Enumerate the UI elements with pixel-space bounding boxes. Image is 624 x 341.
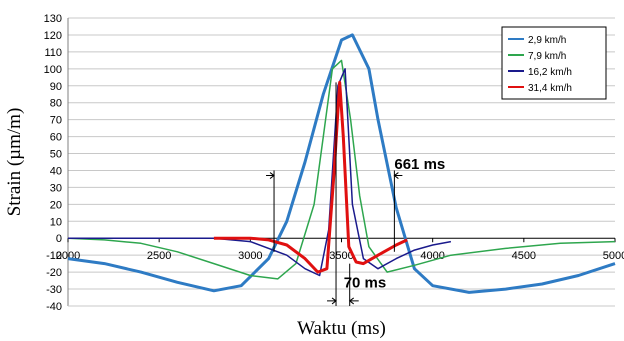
legend-entry: 16,2 km/h (528, 67, 572, 78)
y-tick-label: 50 (50, 149, 62, 161)
legend-entry: 2,9 km/h (528, 35, 566, 46)
y-axis-title: Strain (µm/m) (4, 108, 25, 217)
x-tick-label: 3500 (329, 250, 353, 262)
x-axis-title: Waktu (ms) (297, 318, 386, 339)
y-tick-label: 40 (50, 165, 62, 177)
annotations: 661 ms 70 ms (266, 82, 445, 306)
y-tick-label: 100 (44, 64, 62, 76)
legend-entry: 31,4 km/h (528, 83, 572, 94)
y-tick-label: 60 (50, 132, 62, 144)
y-tick-label: -40 (46, 301, 62, 313)
x-tick-label: 2500 (147, 250, 171, 262)
y-tick-label: -30 (46, 284, 62, 296)
annotation-arrow (327, 297, 337, 305)
y-tick-label: -10 (46, 250, 62, 262)
series-lines (67, 33, 616, 294)
legend: 2,9 km/h 7,9 km/h 16,2 km/h 31,4 km/h (501, 26, 607, 100)
gridlines (67, 17, 616, 307)
x-tick-label: 3000 (238, 250, 262, 262)
x-tick-label: 4500 (512, 250, 536, 262)
y-tick-label: 80 (50, 98, 62, 110)
y-tick-label: 130 (44, 13, 62, 25)
series-line-1 (67, 33, 616, 294)
x-tick-label: 5000 (603, 250, 624, 262)
annotation-label: 70 ms (344, 274, 387, 291)
y-tick-label: 30 (50, 182, 62, 194)
y-tick-label: 20 (50, 199, 62, 211)
y-tick-label: 120 (44, 30, 62, 42)
legend-entry: 7,9 km/h (528, 51, 566, 62)
y-tick-label: 70 (50, 115, 62, 127)
annotation-arrow (266, 172, 275, 179)
series-line-4 (213, 80, 408, 274)
annotation-arrow (348, 297, 359, 305)
series-line-2 (67, 59, 616, 280)
tick-labels: 1301201101009080706050403020100-10-20-30… (44, 13, 624, 313)
annotation-arrow (393, 172, 403, 179)
series-line-3 (68, 68, 452, 277)
y-tick-label: 110 (44, 47, 62, 59)
annotation-label: 661 ms (394, 156, 445, 173)
y-tick-label: 10 (50, 216, 62, 228)
y-tick-label: 0 (56, 233, 62, 245)
y-tick-label: 90 (50, 81, 62, 93)
y-tick-label: -20 (46, 267, 62, 279)
